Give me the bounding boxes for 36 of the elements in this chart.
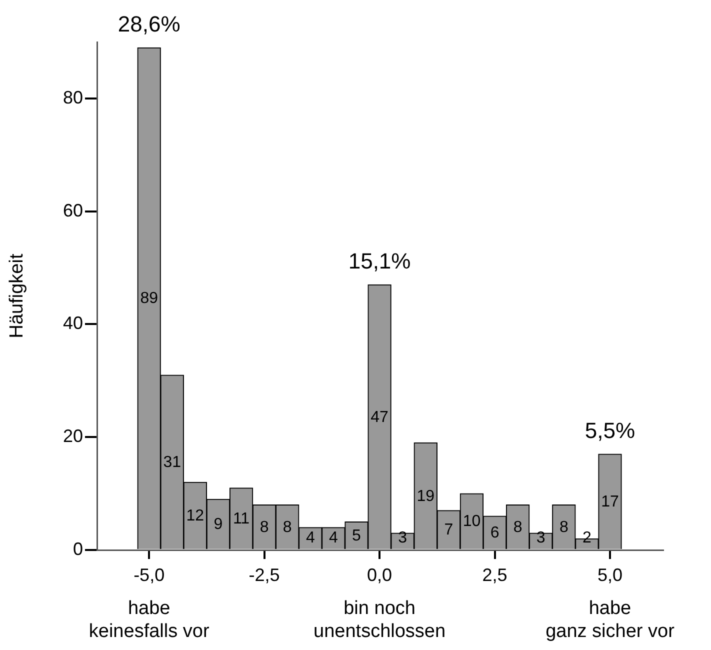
text: habe ganz sicher vor <box>546 598 676 642</box>
data-label: 8 <box>282 518 292 536</box>
data-label: 9 <box>214 516 223 534</box>
y-tick-label: 20 <box>62 426 83 446</box>
x-tick-label: 0,0 <box>367 564 392 585</box>
data-label: 17 <box>601 493 619 510</box>
data-label: 8 <box>513 518 522 536</box>
data-label: 7 <box>444 522 454 539</box>
annotation: 28,6% <box>118 12 180 37</box>
y-tick-label: 80 <box>62 87 83 108</box>
data-label: 4 <box>306 529 315 546</box>
data-label: 5 <box>352 527 362 544</box>
x-tick-label: -5,0 <box>134 564 165 585</box>
x-tick-label: 5,0 <box>597 564 623 585</box>
annotation: 15,1% <box>348 248 411 274</box>
data-label: 6 <box>490 524 500 542</box>
x-tick-label: -2,5 <box>248 564 280 585</box>
data-label: 10 <box>462 513 481 530</box>
data-label: 19 <box>416 488 435 505</box>
data-label: 11 <box>232 510 250 528</box>
text: habe keinesfalls vor <box>88 598 210 642</box>
annotation: 5,5% <box>584 418 636 444</box>
y-axis-title: Häufigkeit <box>6 253 28 338</box>
data-label: 12 <box>186 508 204 525</box>
data-label: 47 <box>370 408 389 426</box>
data-label: 89 <box>140 290 158 308</box>
data-label: 8 <box>559 518 568 536</box>
x-tick-label: 2,5 <box>482 564 508 585</box>
data-label: 8 <box>260 518 269 536</box>
y-tick-label: 60 <box>62 200 83 220</box>
text: bin noch unentschlossen <box>314 598 446 642</box>
data-label: 3 <box>536 529 546 546</box>
y-tick-label: 0 <box>72 538 83 559</box>
data-label: 4 <box>328 529 338 546</box>
data-label: 31 <box>163 454 182 471</box>
y-tick-label: 40 <box>62 313 83 334</box>
